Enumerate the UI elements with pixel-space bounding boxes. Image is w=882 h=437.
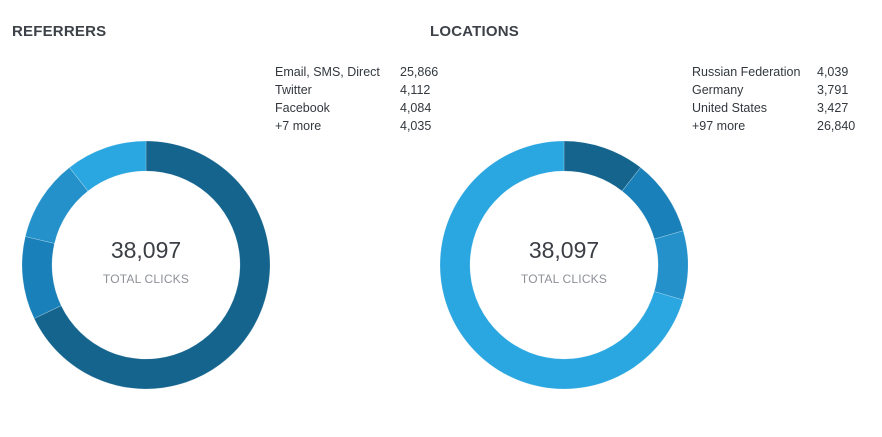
legend-value: 3,791 <box>817 83 849 97</box>
total-clicks-label: TOTAL CLICKS <box>102 271 190 286</box>
legend-label: Russian Federation <box>692 65 801 79</box>
locations-donut-chart[interactable]: 38,097 TOTAL CLICKS <box>440 141 688 389</box>
legend-value: 4,035 <box>400 119 432 133</box>
referrers-donut-chart[interactable]: 38,097 TOTAL CLICKS <box>22 141 270 389</box>
donut-segment[interactable] <box>24 167 89 244</box>
legend-value: 3,427 <box>817 101 849 115</box>
legend-label: United States <box>692 101 768 115</box>
locations-title: LOCATIONS <box>430 23 520 40</box>
legend-value: 4,084 <box>400 101 432 115</box>
legend-label: Email, SMS, Direct <box>275 65 380 79</box>
legend-value: 26,840 <box>817 119 856 133</box>
legend-value: 4,039 <box>817 65 849 79</box>
legend-label: Germany <box>692 83 744 97</box>
legend-label: Twitter <box>275 83 312 97</box>
total-clicks-value: 38,097 <box>110 236 182 263</box>
donut-segment[interactable] <box>440 141 684 389</box>
total-clicks-value: 38,097 <box>528 236 600 263</box>
total-clicks-label: TOTAL CLICKS <box>520 271 608 286</box>
donut-svg <box>22 141 270 389</box>
donut-segment[interactable] <box>22 236 62 319</box>
legend-label: Facebook <box>275 101 330 115</box>
legend-value: 4,112 <box>400 83 431 97</box>
locations-panel: LOCATIONS Russian Federation 4,039 Germa… <box>418 0 859 437</box>
legend-value: 25,866 <box>400 65 439 79</box>
donut-center: 38,097 TOTAL CLICKS <box>440 141 688 389</box>
legend-label: +7 more <box>275 119 322 133</box>
donut-segment[interactable] <box>69 141 147 192</box>
legend-label: +97 more <box>692 119 746 133</box>
donut-center: 38,097 TOTAL CLICKS <box>22 141 270 389</box>
referrers-title: REFERRERS <box>12 23 107 40</box>
donut-segment[interactable] <box>33 141 270 389</box>
referrers-panel: REFERRERS Email, SMS, Direct 25,866 Twit… <box>12 23 439 389</box>
donut-svg <box>440 141 688 389</box>
